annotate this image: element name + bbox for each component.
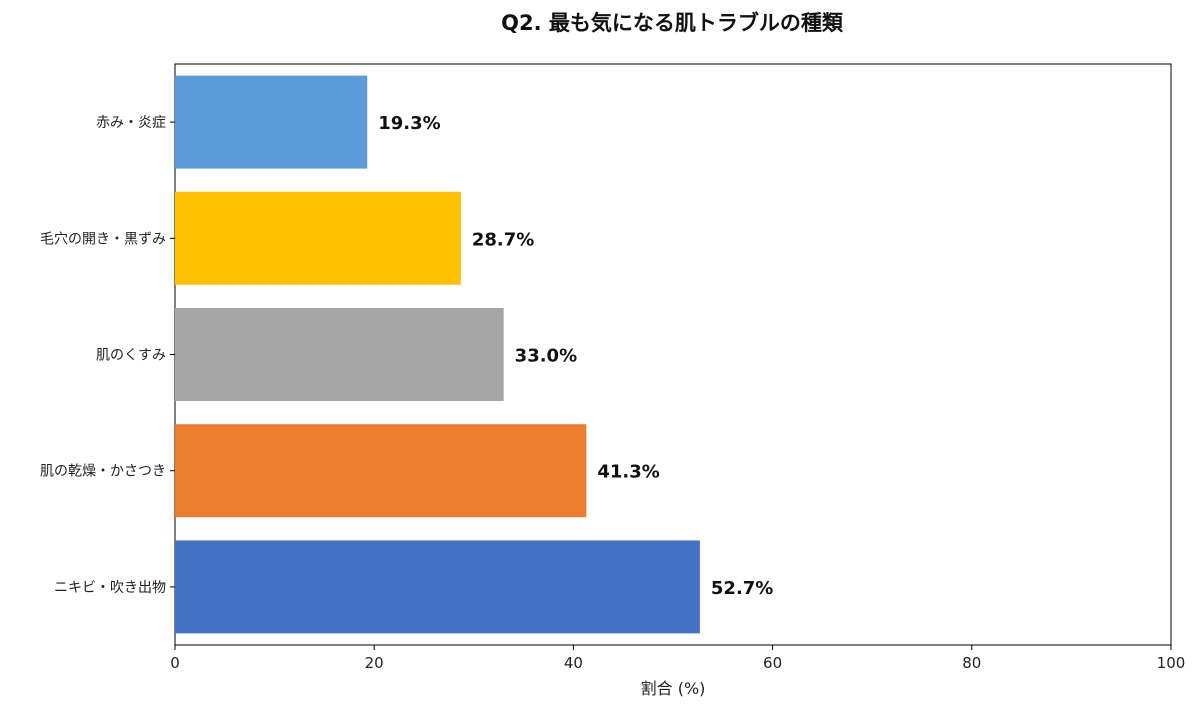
x-axis-ticks-group: 0 20 40 60 80 100 bbox=[170, 645, 1185, 672]
x-axis-label: 割合 (%) bbox=[641, 679, 706, 698]
chart-title: Q2. 最も気になる肌トラブルの種類 bbox=[501, 11, 844, 35]
category-label: ニキビ・吹き出物 bbox=[54, 580, 166, 596]
data-label: 19.3% bbox=[378, 113, 440, 134]
x-tick-label: 40 bbox=[564, 654, 583, 672]
bars-group bbox=[175, 75, 700, 634]
x-tick-label: 0 bbox=[170, 654, 180, 672]
data-label: 28.7% bbox=[472, 229, 534, 250]
bar-5 bbox=[175, 540, 700, 634]
category-label: 肌の乾燥・かさつき bbox=[40, 464, 166, 480]
data-label: 52.7% bbox=[711, 578, 773, 599]
x-tick-label: 100 bbox=[1157, 654, 1186, 672]
x-tick-label: 20 bbox=[365, 654, 384, 672]
category-label: 赤み・炎症 bbox=[96, 115, 166, 131]
bar-1 bbox=[175, 75, 368, 169]
x-tick-label: 60 bbox=[763, 654, 782, 672]
bar-4 bbox=[175, 424, 587, 518]
x-tick-label: 80 bbox=[962, 654, 981, 672]
bar-2 bbox=[175, 191, 461, 285]
category-label: 肌のくすみ bbox=[96, 348, 166, 364]
data-label: 33.0% bbox=[515, 346, 577, 367]
bar-3 bbox=[175, 308, 504, 401]
data-label: 41.3% bbox=[597, 462, 659, 483]
category-label: 毛穴の開き・黒ずみ bbox=[40, 231, 166, 247]
data-labels-group: 19.3% 28.7% 33.0% 41.3% 52.7% bbox=[378, 113, 773, 599]
